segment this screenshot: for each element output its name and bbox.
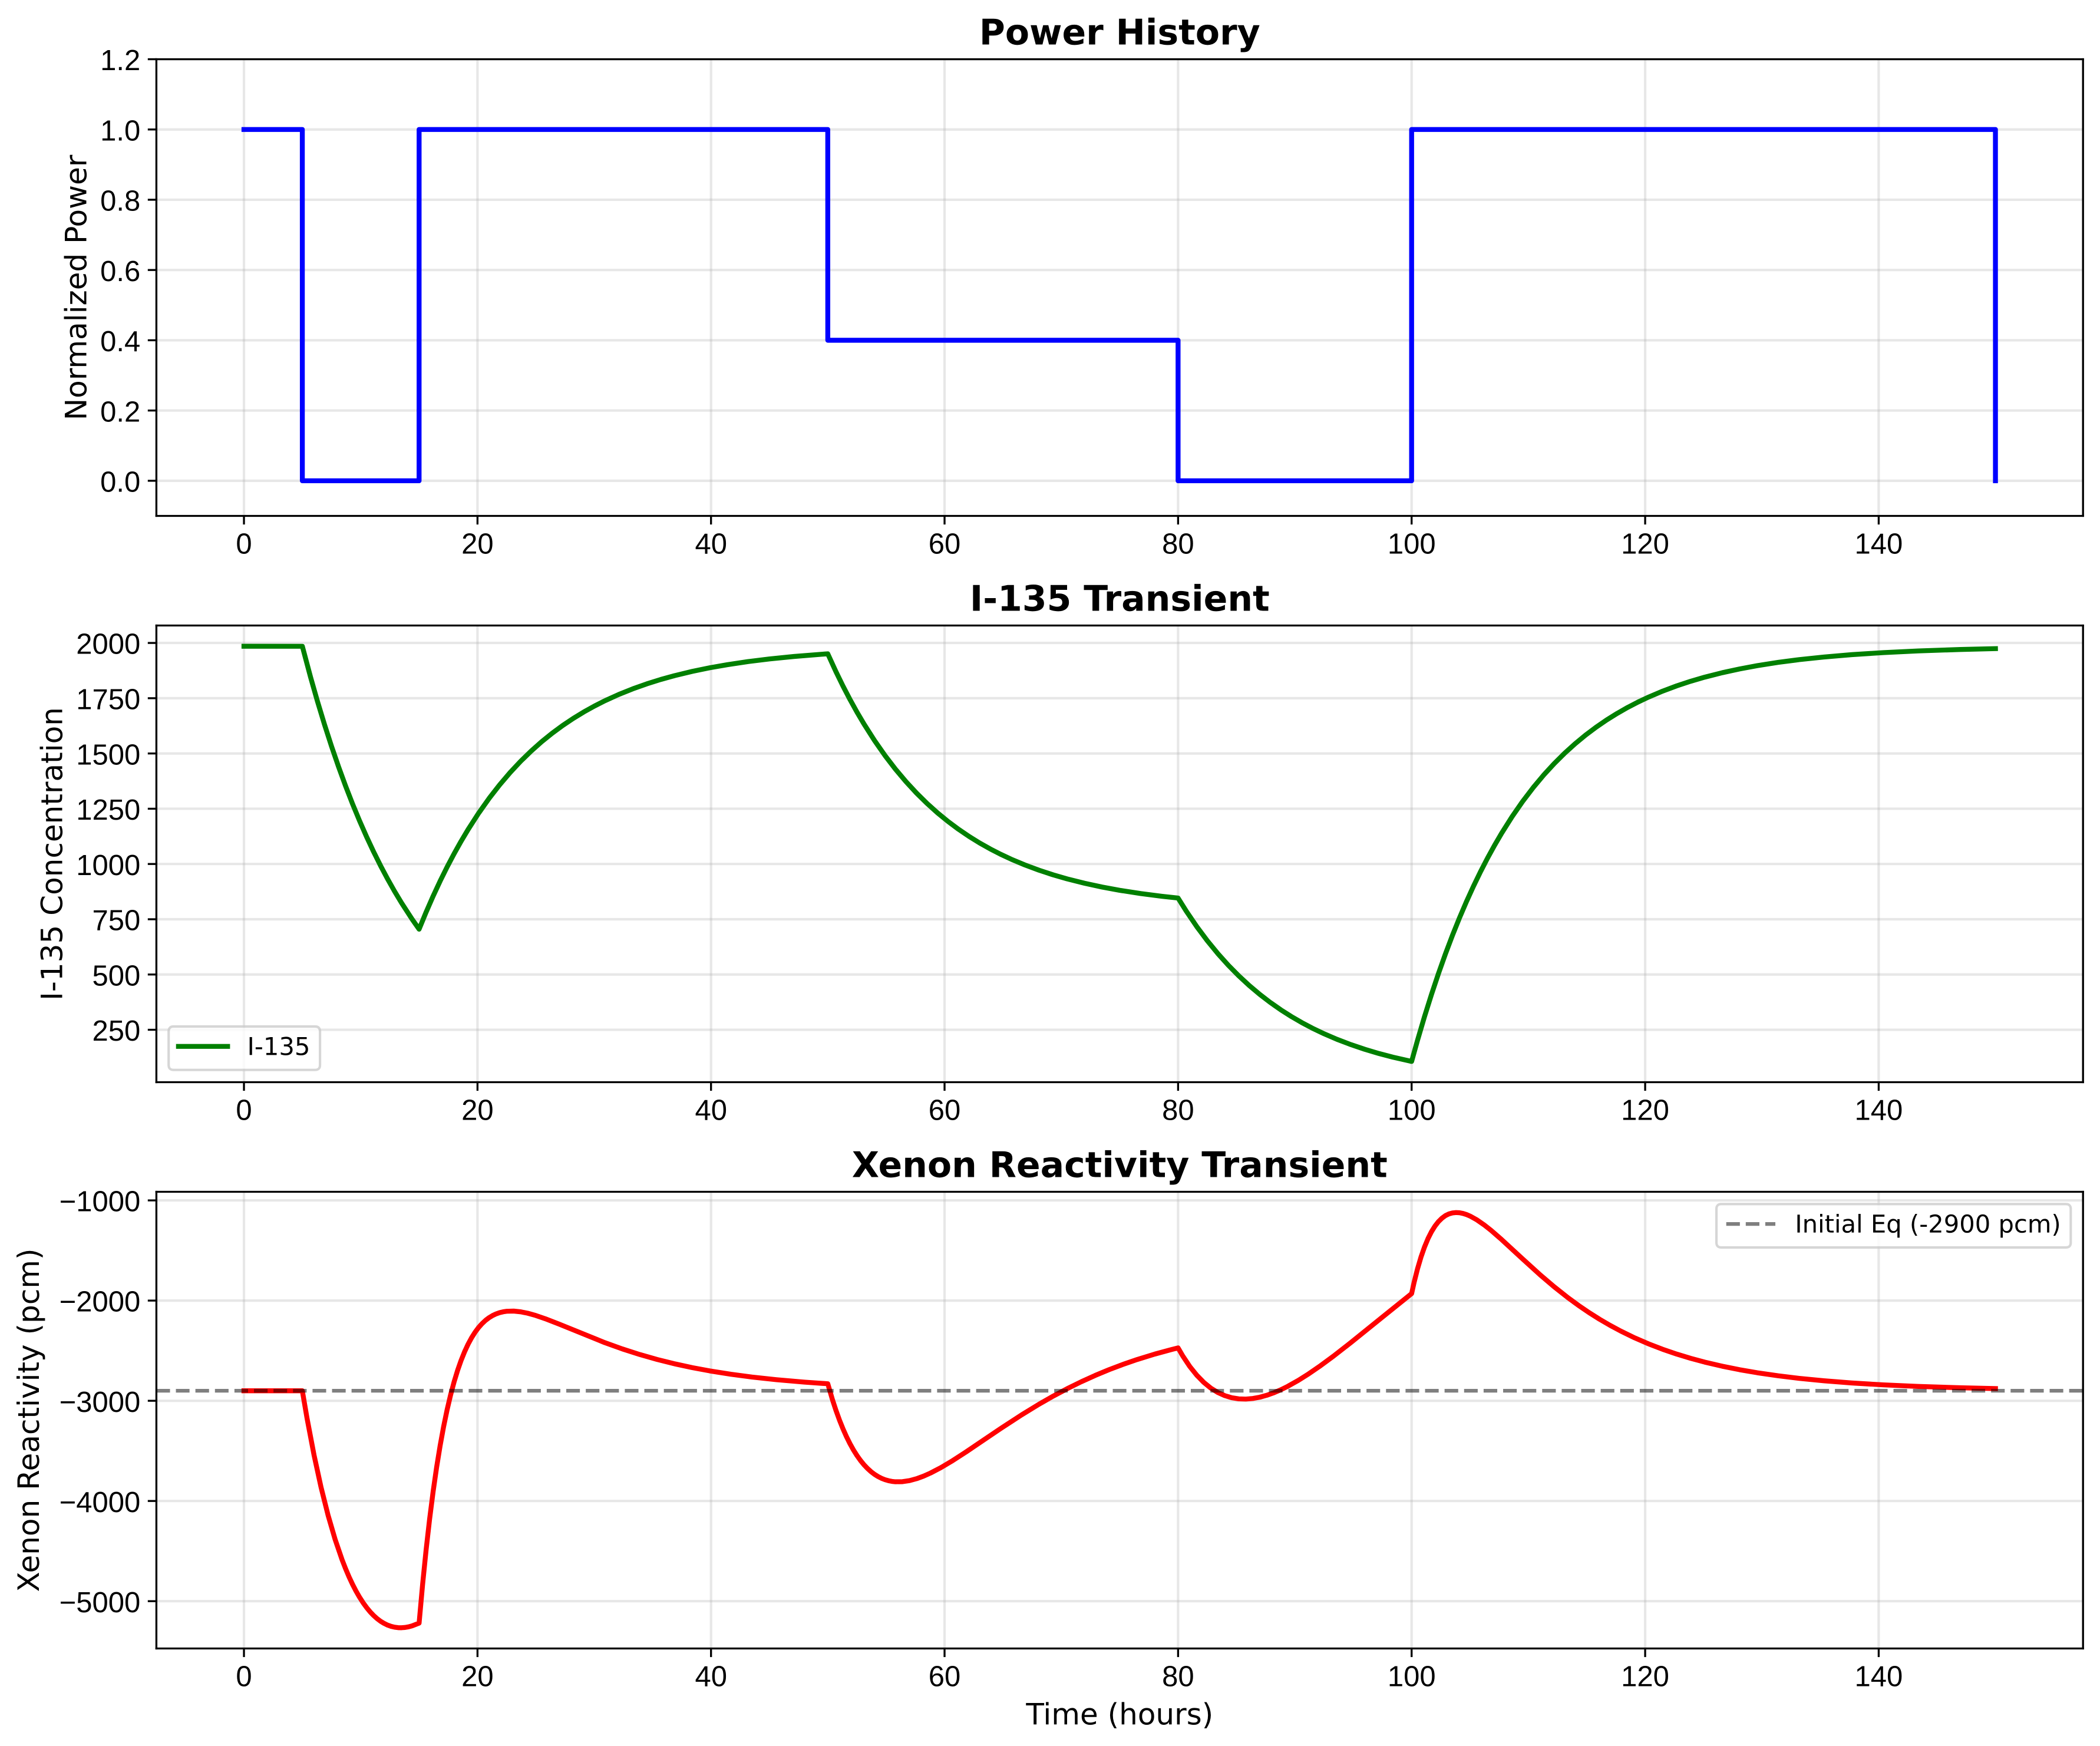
svg-text:0: 0	[236, 529, 252, 560]
svg-text:140: 140	[1855, 1095, 1903, 1127]
svg-text:0.0: 0.0	[100, 466, 140, 498]
svg-text:120: 120	[1621, 1661, 1669, 1693]
svg-text:40: 40	[695, 1661, 727, 1693]
svg-text:750: 750	[93, 905, 141, 937]
svg-text:100: 100	[1388, 1095, 1436, 1127]
svg-text:80: 80	[1162, 529, 1194, 560]
svg-text:80: 80	[1162, 1095, 1194, 1127]
svg-text:1000: 1000	[76, 850, 140, 882]
svg-text:0.4: 0.4	[100, 326, 140, 358]
svg-text:40: 40	[695, 1095, 727, 1127]
svg-text:140: 140	[1855, 1661, 1903, 1693]
svg-text:−5000: −5000	[60, 1587, 141, 1619]
svg-text:20: 20	[461, 1661, 494, 1693]
svg-text:−3000: −3000	[60, 1387, 141, 1418]
svg-text:−1000: −1000	[60, 1186, 141, 1218]
svg-text:60: 60	[929, 1661, 961, 1693]
svg-text:1.0: 1.0	[100, 115, 140, 147]
svg-text:0.6: 0.6	[100, 256, 140, 288]
svg-text:0.2: 0.2	[100, 396, 140, 428]
svg-text:120: 120	[1621, 1095, 1669, 1127]
svg-text:500: 500	[93, 960, 141, 992]
svg-text:100: 100	[1388, 529, 1436, 560]
svg-text:60: 60	[929, 1095, 961, 1127]
svg-text:1250: 1250	[76, 794, 140, 826]
svg-text:120: 120	[1621, 529, 1669, 560]
svg-text:0: 0	[236, 1095, 252, 1127]
svg-text:140: 140	[1855, 529, 1903, 560]
svg-text:−2000: −2000	[60, 1286, 141, 1318]
svg-text:1750: 1750	[76, 684, 140, 715]
svg-text:2000: 2000	[76, 629, 140, 661]
svg-text:40: 40	[695, 529, 727, 560]
svg-text:20: 20	[461, 1095, 494, 1127]
svg-text:60: 60	[929, 529, 961, 560]
svg-text:0: 0	[236, 1661, 252, 1693]
svg-text:250: 250	[93, 1015, 141, 1047]
svg-text:20: 20	[461, 529, 494, 560]
svg-text:100: 100	[1388, 1661, 1436, 1693]
svg-text:1.2: 1.2	[100, 45, 140, 77]
svg-text:−4000: −4000	[60, 1487, 141, 1519]
svg-text:80: 80	[1162, 1661, 1194, 1693]
svg-text:0.8: 0.8	[100, 186, 140, 217]
svg-text:1500: 1500	[76, 739, 140, 771]
